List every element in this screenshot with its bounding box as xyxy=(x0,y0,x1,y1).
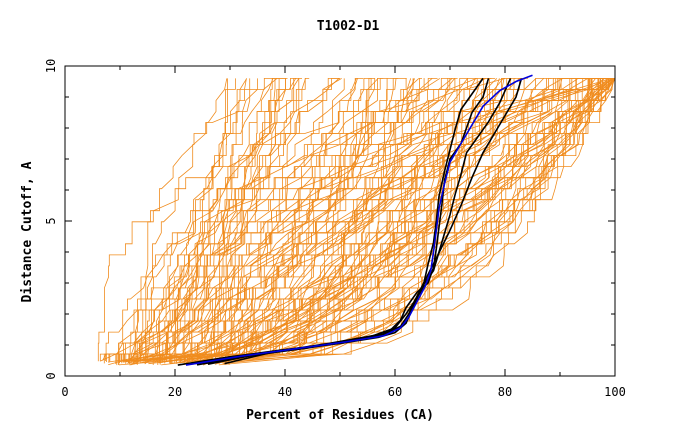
background-model-curve xyxy=(131,78,399,363)
background-model-curve xyxy=(115,78,608,364)
x-tick-label: 100 xyxy=(604,385,626,399)
background-model-curve xyxy=(129,78,276,363)
background-model-curve xyxy=(193,78,453,365)
x-tick-label: 40 xyxy=(278,385,292,399)
background-model-curve xyxy=(222,78,544,364)
background-model-curve xyxy=(125,78,288,362)
background-model-curve xyxy=(142,78,357,363)
background-model-curve xyxy=(123,78,300,362)
x-axis-ticks: 0 20 40 60 80 100 xyxy=(61,66,626,399)
background-model-curve xyxy=(203,78,498,366)
model-blue-curve xyxy=(185,74,533,366)
background-model-curves xyxy=(97,78,616,366)
background-model-curve xyxy=(196,78,615,365)
x-tick-label: 80 xyxy=(498,385,512,399)
background-model-curve xyxy=(97,78,506,362)
background-model-curve xyxy=(191,78,615,365)
model-black-3-curve xyxy=(224,77,484,365)
x-axis-label: Percent of Residues (CA) xyxy=(246,408,434,423)
background-model-curve xyxy=(108,78,422,363)
background-model-curve xyxy=(144,78,598,364)
background-model-curve xyxy=(103,78,420,364)
background-model-curve xyxy=(178,78,615,362)
background-model-curve xyxy=(140,78,286,361)
chart-title: T1002-D1 xyxy=(317,19,380,34)
background-model-curve xyxy=(118,78,228,365)
background-model-curve xyxy=(207,78,306,364)
y-axis-ticks: 0 5 10 xyxy=(44,59,615,380)
background-model-curve xyxy=(187,78,555,365)
background-model-curve xyxy=(222,78,616,364)
background-model-curve xyxy=(109,78,236,362)
background-model-curve xyxy=(179,78,520,361)
background-model-curve xyxy=(218,78,557,366)
x-tick-label: 60 xyxy=(388,385,402,399)
y-tick-label: 5 xyxy=(44,217,58,224)
background-model-curve xyxy=(147,78,611,362)
y-tick-label: 10 xyxy=(44,59,58,73)
y-tick-label: 0 xyxy=(44,372,58,379)
background-model-curve xyxy=(143,78,482,362)
y-axis-label: Distance Cutoff, A xyxy=(20,161,35,302)
background-model-curve xyxy=(157,78,274,365)
background-model-curve xyxy=(175,78,310,362)
background-model-curve xyxy=(108,78,297,363)
background-model-curve xyxy=(160,78,606,363)
x-tick-label: 0 xyxy=(61,385,68,399)
background-model-curve xyxy=(189,78,552,362)
background-model-curve xyxy=(122,78,372,363)
background-model-curve xyxy=(204,78,574,364)
highlighted-model-curves xyxy=(177,74,533,366)
background-model-curve xyxy=(192,78,505,363)
background-model-curve xyxy=(158,78,451,364)
x-tick-label: 20 xyxy=(168,385,182,399)
background-model-curve xyxy=(213,78,415,364)
background-model-curve xyxy=(125,78,458,365)
